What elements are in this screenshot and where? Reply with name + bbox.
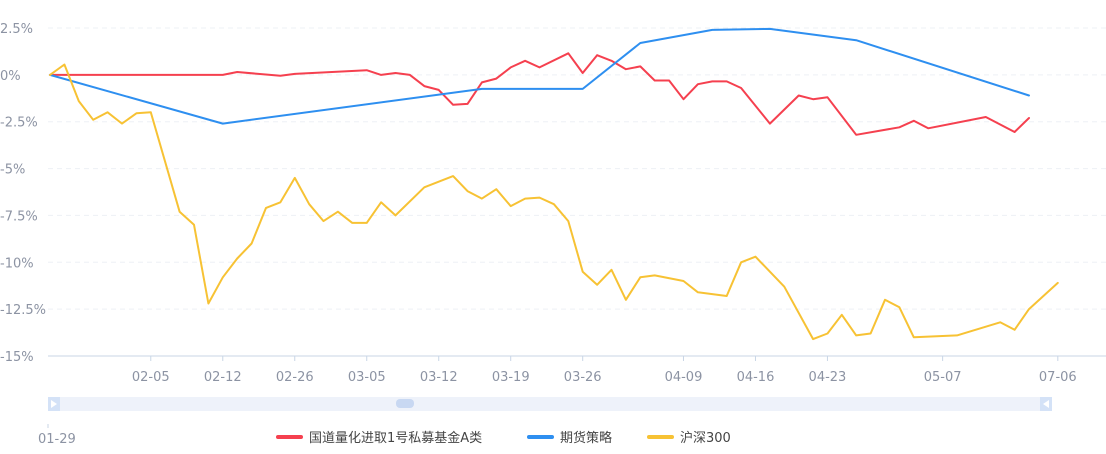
zoom-slider[interactable]: 01-29 <box>38 397 1052 447</box>
y-tick-label: -12.5% <box>0 303 46 318</box>
series-lines <box>50 29 1058 339</box>
x-tick-label: 03-26 <box>564 370 602 385</box>
zoom-slider-track[interactable] <box>48 397 1052 411</box>
x-tick-label: 02-05 <box>132 370 170 385</box>
zoom-slider-grip[interactable] <box>396 399 414 408</box>
series-line-2 <box>50 65 1058 340</box>
y-tick-label: -10% <box>0 256 34 271</box>
legend-label: 期货策略 <box>560 430 612 446</box>
series-line-0 <box>50 53 1029 135</box>
legend-swatch <box>647 435 674 439</box>
x-tick-label: 03-12 <box>420 370 458 385</box>
x-tick-label: 04-09 <box>665 370 703 385</box>
zoom-start-label: 01-29 <box>38 432 76 447</box>
x-tick-label: 05-07 <box>924 370 962 385</box>
x-tick-label: 04-23 <box>809 370 847 385</box>
x-tick-label: 07-06 <box>1039 370 1077 385</box>
y-tick-label: -2.5% <box>0 116 38 131</box>
y-tick-label: 0% <box>0 69 21 84</box>
x-axis: 02-05 02-12 02-26 03-05 03-12 03-19 03-26 04-09… <box>48 356 1106 385</box>
x-tick-label: 02-12 <box>204 370 242 385</box>
y-tick-label: -5% <box>0 163 25 178</box>
series-line-1 <box>50 29 1029 124</box>
legend-label: 国道量化进取1号私募基金A类 <box>309 430 482 446</box>
x-tick-label: 02-26 <box>276 370 314 385</box>
x-tick-label: 03-05 <box>348 370 386 385</box>
legend-item[interactable]: 沪深300 <box>647 430 731 446</box>
y-tick-label: -7.5% <box>0 209 38 224</box>
y-tick-label: -15% <box>0 350 34 365</box>
y-axis: 2.5% 0% -2.5% -5% -7.5% -10% -12.5% -15% <box>0 22 46 365</box>
y-tick-label: 2.5% <box>0 22 33 37</box>
x-tick-label: 04-16 <box>737 370 775 385</box>
legend-swatch <box>527 435 554 439</box>
legend-item[interactable]: 期货策略 <box>527 430 612 446</box>
x-tick-label: 03-19 <box>492 370 530 385</box>
legend-label: 沪深300 <box>680 430 731 446</box>
legend-swatch <box>276 435 303 439</box>
legend-item[interactable]: 国道量化进取1号私募基金A类 <box>276 430 482 446</box>
legend: 国道量化进取1号私募基金A类 期货策略 沪深300 <box>276 430 731 446</box>
